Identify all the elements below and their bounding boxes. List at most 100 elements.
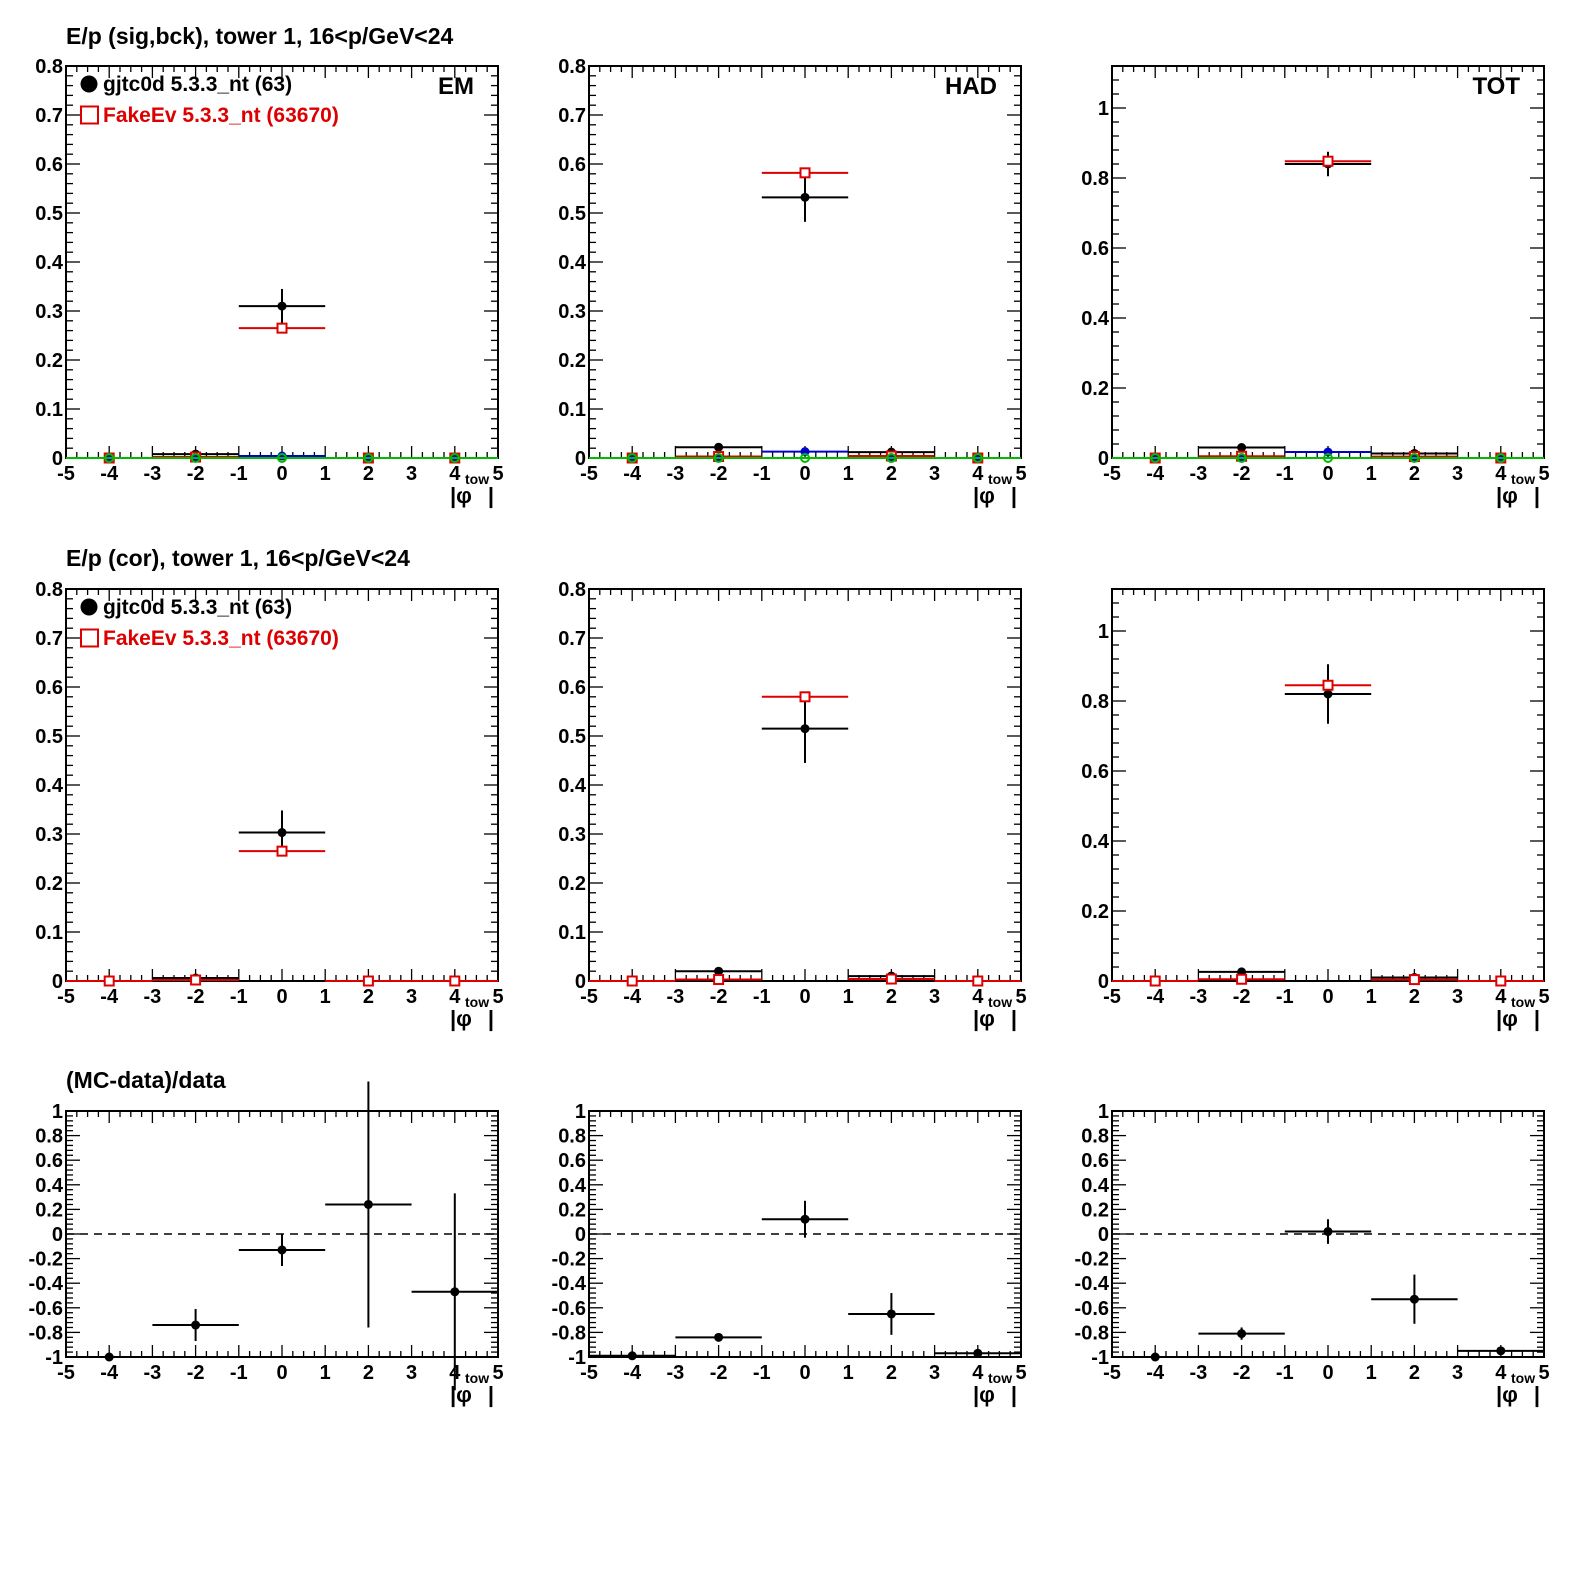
data-point xyxy=(276,322,288,334)
data-point xyxy=(714,1332,724,1342)
y-tick-label: 0.4 xyxy=(35,775,64,797)
x-tick-label: -4 xyxy=(1146,463,1165,485)
x-axis-title: |φ xyxy=(973,1006,995,1031)
y-tick-label: 0.1 xyxy=(558,922,586,944)
x-tick-label: -1 xyxy=(230,463,248,485)
x-tick-label: 1 xyxy=(320,463,331,485)
y-tick-label: 0.3 xyxy=(558,301,586,323)
x-tick-label: 4 xyxy=(1495,463,1507,485)
x-axis-title-subscript: tow xyxy=(465,471,489,487)
x-tick-label: 1 xyxy=(843,1362,854,1384)
panel-had-cor: -5 -4 -3 -2 -1 0 1 2 3 4 5 0 0.1 0.2 0.3 0.4 0.5 0.6 0.7 0.… xyxy=(558,579,1026,1031)
data-point xyxy=(1409,1294,1419,1304)
data-point xyxy=(1495,975,1507,987)
data-point xyxy=(277,301,287,311)
series-filled-circle-000000 xyxy=(589,1200,1021,1361)
data-point xyxy=(800,1214,810,1224)
legend-label: FakeEv 5.3.3_nt (63670) xyxy=(103,104,339,127)
y-tick-label: 0 xyxy=(575,448,586,470)
panel-had-ratio: -5 -4 -3 -2 -1 0 1 2 3 4 5-1-0.8-0.6-0.4-0.200.20.… xyxy=(552,1101,1027,1407)
data-point xyxy=(104,453,115,463)
y-tick-label: 0.8 xyxy=(558,579,586,601)
data-point xyxy=(799,167,811,179)
x-axis-title-subscript: tow xyxy=(988,471,1012,487)
plot-frame xyxy=(1111,65,1545,459)
x-tick-label: 0 xyxy=(276,1362,287,1384)
data-point xyxy=(363,1199,373,1209)
x-axis-title-close: | xyxy=(1011,1382,1017,1407)
x-axis-title-close: | xyxy=(1534,1006,1540,1031)
data-point xyxy=(450,1287,460,1297)
y-tick-label: 0.8 xyxy=(558,56,586,78)
x-axis-title-close: | xyxy=(1534,1382,1540,1407)
y-tick-label: 1 xyxy=(1098,1101,1109,1123)
x-tick-label: -4 xyxy=(100,1362,119,1384)
data-point xyxy=(277,453,287,463)
y-tick-label: 0.4 xyxy=(558,252,587,274)
y-tick-label: 0.4 xyxy=(1081,1175,1110,1197)
y-tick-label: 0.8 xyxy=(35,56,63,78)
data-point xyxy=(1323,689,1333,699)
data-point xyxy=(190,453,201,463)
x-tick-label: -5 xyxy=(57,463,75,485)
y-tick-label: 0.6 xyxy=(35,1150,63,1172)
x-tick-label: 4 xyxy=(972,463,984,485)
x-tick-label: 3 xyxy=(1452,986,1463,1008)
x-tick-label: -1 xyxy=(753,1362,771,1384)
y-tick-label: -1 xyxy=(1091,1347,1109,1369)
plot-frame xyxy=(588,588,1022,982)
data-point xyxy=(277,1245,287,1255)
x-tick-label: 2 xyxy=(1409,1362,1420,1384)
x-tick-label: 2 xyxy=(363,986,374,1008)
y-tick-label: 0.6 xyxy=(1081,1150,1109,1172)
x-tick-label: -3 xyxy=(1190,463,1208,485)
y-tick-label: 0 xyxy=(52,971,63,993)
data-point xyxy=(627,1351,637,1361)
y-tick-label: -0.4 xyxy=(29,1273,64,1295)
x-tick-label: 0 xyxy=(1322,463,1333,485)
y-tick-label: 0.2 xyxy=(558,873,586,895)
data-point xyxy=(103,975,115,987)
x-tick-label: 1 xyxy=(320,1362,331,1384)
data-point xyxy=(972,975,984,987)
y-tick-label: 0.5 xyxy=(558,726,586,748)
series-gjtc0d-5-3-3-nt-63 xyxy=(589,694,1021,986)
x-tick-label: 5 xyxy=(492,463,503,485)
x-axis-title: |φ xyxy=(973,1382,995,1407)
y-tick-label: 0.2 xyxy=(558,1199,586,1221)
plot-frame xyxy=(1111,588,1545,982)
x-tick-label: 5 xyxy=(1015,986,1026,1008)
data-point xyxy=(449,453,460,463)
y-tick-label: 0.4 xyxy=(35,1175,64,1197)
x-tick-label: 2 xyxy=(886,463,897,485)
data-point xyxy=(714,966,724,976)
y-tick-label: 1 xyxy=(1098,621,1109,643)
x-tick-label: 5 xyxy=(1538,1362,1549,1384)
y-tick-label: 0.2 xyxy=(1081,901,1109,923)
x-tick-label: -1 xyxy=(1276,986,1294,1008)
x-tick-label: 2 xyxy=(363,463,374,485)
data-point xyxy=(972,453,983,463)
y-tick-label: -0.6 xyxy=(552,1298,586,1320)
x-tick-label: -2 xyxy=(1233,986,1251,1008)
series-fakeev-5-3-3-nt-63670 xyxy=(66,322,498,464)
x-tick-label: 2 xyxy=(363,1362,374,1384)
data-point xyxy=(885,973,897,985)
row-title-ratio: (MC-data)/data xyxy=(66,1067,226,1093)
panel-em-ratio: -5-4-3-2-1012345-1-0.8-0.6-0.4-0.200.20.… xyxy=(29,1081,504,1407)
series-filled-circle-000000 xyxy=(1112,1219,1544,1362)
data-point xyxy=(886,1309,896,1319)
y-tick-label: 0.6 xyxy=(1081,761,1109,783)
x-tick-label: 3 xyxy=(406,986,417,1008)
series-fakeev-5-3-3-nt-63670 xyxy=(1112,155,1544,464)
y-tick-label: -0.8 xyxy=(1075,1322,1109,1344)
x-tick-label: -3 xyxy=(1190,986,1208,1008)
x-tick-label: -1 xyxy=(230,986,248,1008)
x-tick-label: -4 xyxy=(623,463,642,485)
data-point xyxy=(191,1320,201,1330)
series-gjtc0d-5-3-3-nt-63 xyxy=(1112,664,1544,986)
x-tick-label: 0 xyxy=(799,463,810,485)
